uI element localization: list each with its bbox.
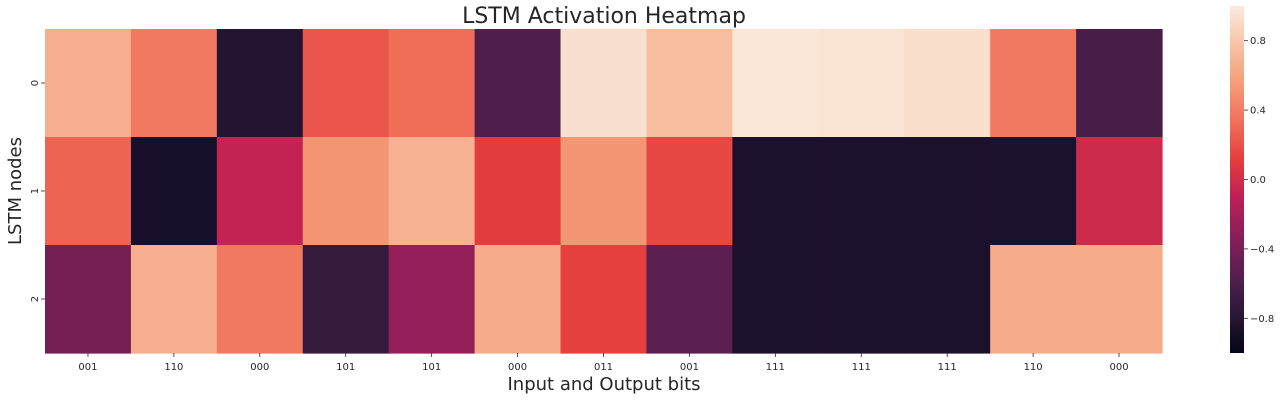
x-axis-ticks: 001 110 000 101 101 000 011 001 111 111 111 110 000 (78, 353, 1129, 373)
x-tick-label: 111 (938, 362, 957, 373)
heatmap-cell (388, 137, 476, 246)
heatmap-cell (560, 29, 648, 138)
heatmap-cell (646, 29, 733, 138)
chart-title: LSTM Activation Heatmap (462, 4, 746, 29)
y-tick-label: 2 (30, 296, 41, 302)
heatmap-cell (302, 137, 390, 246)
colorbar-ticks: 0.8 0.4 0.0 −0.4 −0.8 (1244, 36, 1274, 325)
heatmap-cell (1076, 29, 1163, 138)
y-tick-label: 1 (30, 188, 41, 194)
x-tick-label: 011 (594, 362, 613, 373)
heatmap-cell (904, 137, 991, 246)
heatmap-cell (990, 29, 1077, 138)
colorbar-tick-label: 0.4 (1250, 106, 1266, 117)
heatmap-cell (732, 137, 819, 246)
heatmap-cells (45, 29, 1163, 354)
colorbar-tick-label: −0.8 (1250, 314, 1274, 325)
heatmap-cell (990, 137, 1077, 246)
heatmap-cell (474, 245, 562, 354)
heatmap-cell (302, 245, 390, 354)
heatmap-cell (818, 29, 905, 138)
colorbar-tick-label: −0.4 (1250, 244, 1274, 255)
heatmap-cell (130, 137, 218, 246)
heatmap-cell (388, 245, 476, 354)
heatmap-cell (904, 245, 991, 354)
x-tick-label: 000 (1109, 362, 1128, 373)
heatmap-cell (818, 137, 905, 246)
heatmap-cell (732, 29, 819, 138)
heatmap-cell (1076, 137, 1163, 246)
x-tick-label: 110 (1024, 362, 1043, 373)
colorbar-tick-label: 0.0 (1250, 175, 1266, 186)
heatmap-cell (990, 245, 1077, 354)
heatmap-cell (560, 245, 648, 354)
x-tick-label: 101 (422, 362, 441, 373)
colorbar-tick-label: 0.8 (1250, 36, 1266, 47)
heatmap-cell (388, 29, 476, 138)
heatmap-cell (818, 245, 905, 354)
heatmap-cell (732, 245, 819, 354)
x-tick-label: 111 (766, 362, 785, 373)
heatmap-cell (560, 137, 648, 246)
heatmap-cell (302, 29, 390, 138)
x-tick-label: 001 (680, 362, 699, 373)
heatmap-cell (130, 245, 218, 354)
heatmap-cell (45, 29, 132, 138)
heatmap-cell (904, 29, 991, 138)
heatmap-cell (216, 245, 304, 354)
heatmap-cell (130, 29, 218, 138)
x-tick-label: 101 (336, 362, 355, 373)
heatmap-cell (646, 245, 733, 354)
y-axis-label: LSTM nodes (5, 137, 26, 245)
heatmap-cell (474, 137, 562, 246)
heatmap-cell (45, 137, 132, 246)
heatmap-cell (216, 137, 304, 246)
heatmap-cell (45, 245, 132, 354)
y-tick-label: 0 (30, 80, 41, 86)
x-tick-label: 110 (164, 362, 183, 373)
heatmap-cell (1076, 245, 1163, 354)
heatmap-cell (474, 29, 562, 138)
x-tick-label: 001 (78, 362, 97, 373)
heatmap-cell (646, 137, 733, 246)
colorbar (1230, 6, 1244, 353)
x-axis-label: Input and Output bits (507, 374, 700, 395)
x-tick-label: 000 (250, 362, 269, 373)
y-axis-ticks: 0 1 2 (30, 80, 45, 302)
x-tick-label: 000 (508, 362, 527, 373)
heatmap-cell (216, 29, 304, 138)
x-tick-label: 111 (852, 362, 871, 373)
